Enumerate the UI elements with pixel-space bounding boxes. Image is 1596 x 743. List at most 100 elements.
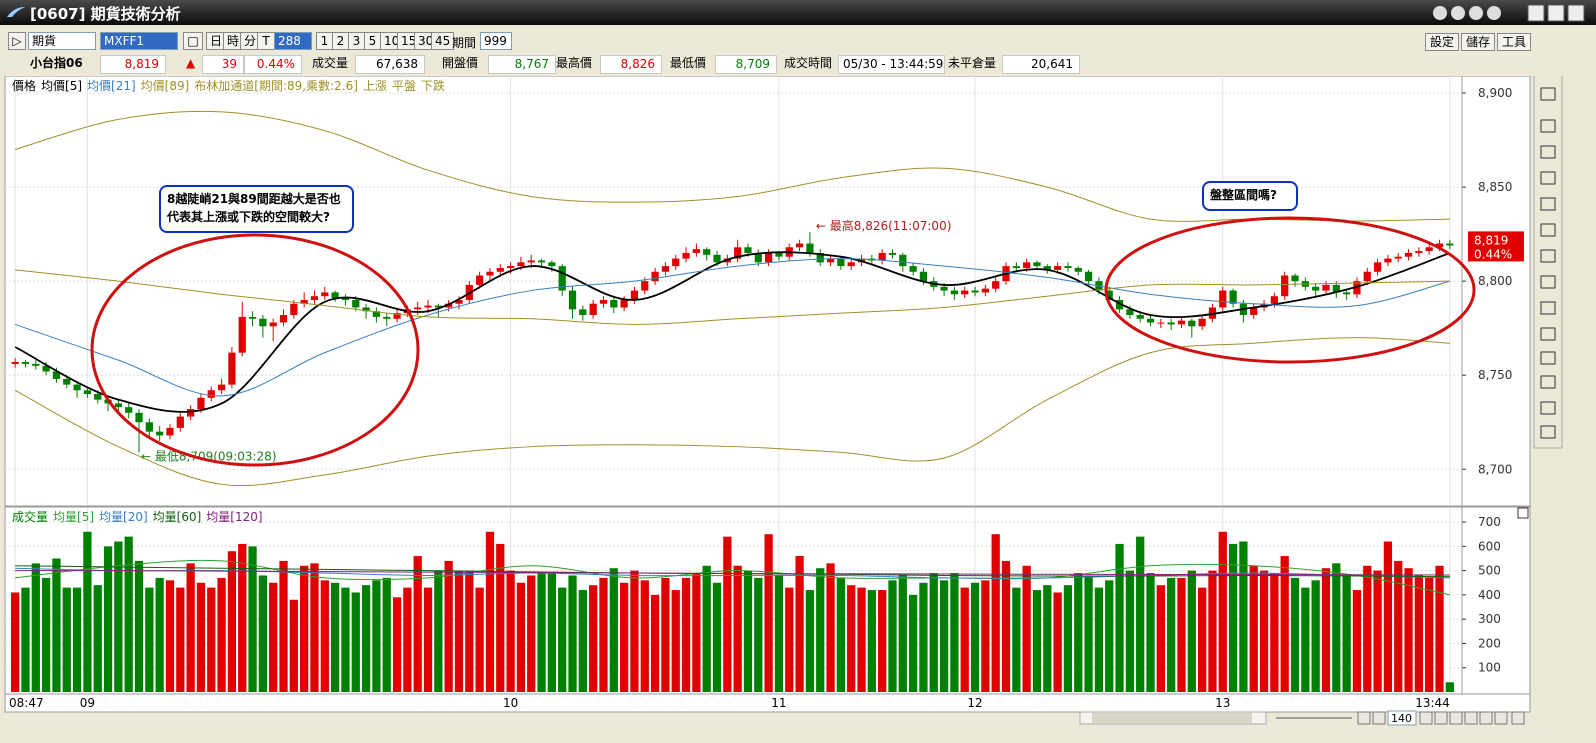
minute-btn[interactable]: 5 [364,32,381,50]
zoom-btn[interactable] [1357,711,1371,725]
candle-body [383,316,391,319]
volume-bar [62,587,71,692]
minute-btn[interactable]: 30 [414,32,438,50]
zoom-btn[interactable] [1419,711,1433,725]
period-btn[interactable]: 日 [206,32,224,50]
ctrl-btn[interactable] [1433,6,1447,20]
zoom-btn[interactable] [1434,711,1448,725]
candle-body [1188,320,1196,327]
candle-body [630,290,639,300]
zoom-btn[interactable] [1511,711,1525,725]
zoom-btn[interactable] [1479,711,1493,725]
candle-body [1322,284,1330,291]
candle-body [1332,284,1340,293]
side-tool-btn[interactable] [1540,249,1556,263]
volume-bar [692,573,701,692]
volume-bar [217,577,226,692]
side-tool-btn[interactable] [1540,351,1556,365]
volume-bar [578,590,587,692]
volume-bar [351,592,360,692]
volume-ma-line [15,559,1450,596]
volume-bar [1208,570,1217,692]
ctrl-btn[interactable] [1451,6,1465,20]
volume-bar [1280,556,1289,692]
side-tool-btn[interactable] [1540,87,1556,101]
volume-bar [258,575,268,692]
period-btn[interactable]: 分 [240,32,258,50]
zoom-btn[interactable] [1449,711,1463,725]
symbol-select[interactable]: MXFF1 [100,32,178,50]
volume-bar [516,582,526,692]
max-btn[interactable] [1547,4,1565,22]
minute-btn[interactable]: 45 [431,32,455,50]
side-tool-btn[interactable] [1540,327,1556,341]
zoom-btn[interactable] [1494,711,1508,725]
volume-bar [93,585,102,692]
zoom-btn[interactable] [1464,711,1478,725]
candle-body [1136,315,1144,319]
side-tool-btn[interactable] [1540,197,1556,211]
candle-body [362,307,370,312]
tool-btn[interactable]: 設定 [1425,33,1459,51]
side-tool-btn[interactable] [1540,223,1556,237]
field-label: 最低價 [670,56,707,70]
candle-body [424,305,432,308]
icon-btn[interactable]: □ [183,32,203,50]
volume-bar [650,594,660,692]
candle-body [961,290,969,295]
volume-bar [361,585,371,692]
candle-body [1353,281,1361,295]
volume-bar [939,580,949,692]
candle-body [775,252,783,257]
volume-bar [1032,590,1042,692]
candle-body [1105,290,1113,300]
play-btn[interactable]: ▷ [8,32,26,50]
side-tool-btn[interactable] [1540,401,1556,415]
minute-btn[interactable]: 2 [332,32,349,50]
ctrl-btn[interactable] [1469,6,1483,20]
volume-bar [11,592,20,692]
minute-btn[interactable]: 3 [348,32,365,50]
side-tool-btn[interactable] [1540,119,1556,133]
side-tool-btn[interactable] [1540,275,1556,289]
volume-bar [1249,565,1258,692]
min-btn[interactable] [1527,4,1545,22]
market-select[interactable]: 期貨 [28,32,96,50]
side-tool-btn[interactable] [1540,145,1556,159]
zoom-value: 140 [1391,712,1412,725]
volume-bar [1373,570,1382,692]
candle-body [32,363,40,366]
minute-btn[interactable]: 1 [316,32,333,50]
legend-entry: 均價[89] [141,79,190,93]
tool-btn[interactable]: 工具 [1497,33,1531,51]
ctrl-btn[interactable] [1487,6,1501,20]
panel-close[interactable] [1517,507,1529,519]
zoom-btn[interactable] [1372,711,1386,725]
candle-body [734,247,742,259]
candle-body [476,275,484,285]
side-tool-btn[interactable] [1540,375,1556,389]
volume-bar [1425,577,1434,692]
volume-bar [795,556,804,692]
close-btn[interactable] [1567,4,1585,22]
candle-body [857,258,866,263]
side-tool-btn[interactable] [1540,301,1556,315]
side-tool-btn[interactable] [1540,425,1556,439]
legend-entry: 均量[20] [99,510,148,524]
low-note: ← 最低8,709(09:03:28) [141,449,276,463]
candle-body [393,313,401,319]
tick-select[interactable]: 288 [274,32,312,50]
x-tick-label: 12 [967,696,982,710]
period-input[interactable]: 999 [480,32,512,50]
field-value: 8,767 [488,55,556,74]
side-tool-btn[interactable] [1540,171,1556,185]
y-tick-label: 300 [1478,612,1501,626]
volume-bar [712,582,722,692]
field-value: 8,826 [600,55,662,74]
tool-btn[interactable]: 儲存 [1461,33,1495,51]
volume-bar [1270,573,1279,692]
scroll-thumb[interactable] [1092,713,1252,723]
period-btn[interactable]: T [257,32,275,50]
period-btn[interactable]: 時 [223,32,241,50]
volume-bar [929,573,938,692]
